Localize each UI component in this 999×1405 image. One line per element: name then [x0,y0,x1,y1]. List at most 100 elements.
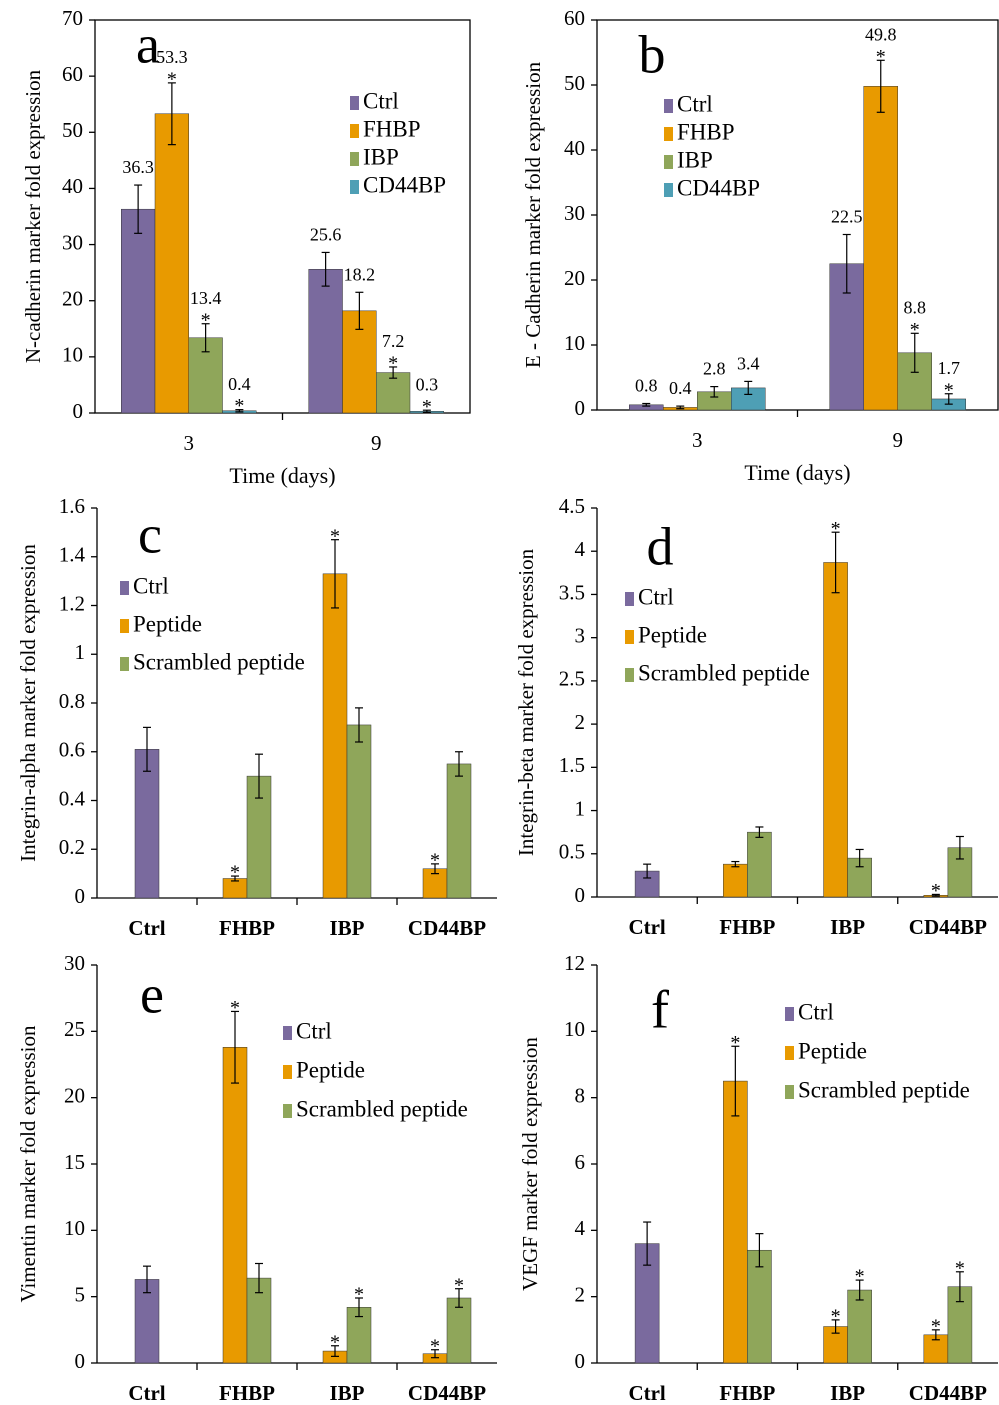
value-label: 1.7 [938,358,961,378]
significance-mark: * [330,525,340,547]
bar [154,113,189,414]
significance-mark: * [855,1266,865,1288]
legend-label: Peptide [296,1057,365,1082]
significance-mark: * [422,396,432,418]
y-tick-label: 30 [564,201,585,225]
y-tick-label: 5 [75,1282,86,1306]
x-tick-label: 3 [692,428,703,452]
bar [847,1289,872,1364]
y-tick-label: 2 [575,1282,586,1306]
significance-mark: * [430,1335,440,1357]
legend-label: CD44BP [677,175,760,200]
y-tick-label: 0.5 [559,840,585,864]
y-tick-label: 0 [575,1349,586,1373]
y-tick-label: 15 [64,1150,85,1174]
y-tick-label: 20 [62,287,83,311]
x-tick-label: IBP [830,915,865,939]
y-tick-label: 40 [564,136,585,160]
value-label: 7.2 [382,331,405,351]
y-tick-label: 3 [575,623,586,647]
y-tick-label: 0.6 [59,738,85,762]
legend-label: IBP [363,144,399,169]
x-tick-label: FHBP [719,915,775,939]
value-label: 36.3 [122,157,154,177]
significance-mark: * [354,1284,364,1306]
x-axis-label: Time (days) [744,460,850,485]
y-tick-label: 4 [575,537,586,561]
y-tick-label: 1 [75,640,86,664]
y-axis-label: E - Cadherin marker fold expression [521,61,545,368]
x-tick-label: IBP [329,1381,364,1405]
y-tick-label: 0 [73,399,84,423]
panel-label: b [639,24,666,84]
significance-mark: * [230,862,240,884]
significance-mark: * [234,395,244,417]
legend-label: Scrambled peptide [133,649,305,674]
legend-swatch [350,180,359,194]
y-tick-label: 1.6 [59,494,85,518]
x-tick-label: Ctrl [128,916,165,940]
value-label: 2.8 [703,359,726,379]
significance-mark: * [388,353,398,375]
panel-label: f [651,979,669,1039]
y-axis-label: N-cadherin marker fold expression [21,69,45,363]
legend-swatch [120,581,129,595]
y-tick-label: 0.4 [59,786,86,810]
bar [446,763,472,899]
y-axis-label: VEGF marker fold expression [518,1037,542,1291]
y-tick-label: 1.5 [559,753,585,777]
legend-swatch [120,619,129,633]
y-tick-label: 60 [62,62,83,86]
legend-label: Ctrl [638,584,674,609]
y-tick-label: 0 [575,396,586,420]
legend-label: Peptide [798,1038,867,1063]
bar [134,749,160,899]
x-tick-label: FHBP [719,1381,775,1405]
value-label: 3.4 [737,354,760,374]
y-tick-label: 30 [64,951,85,975]
bar [376,372,411,414]
legend-swatch [625,630,634,644]
bar [346,724,372,899]
value-label: 0.4 [669,378,692,398]
y-tick-label: 4.5 [559,494,585,518]
bar [134,1279,160,1364]
x-tick-label: Ctrl [628,915,665,939]
legend-label: Ctrl [798,999,834,1024]
value-label: 18.2 [344,264,376,284]
x-tick-label: FHBP [219,1381,275,1405]
y-tick-label: 50 [62,118,83,142]
y-tick-label: 1 [575,796,586,820]
bar [723,863,748,898]
panel-label: d [647,516,674,576]
y-tick-label: 0 [575,883,586,907]
y-tick-label: 60 [564,6,585,30]
bar [863,86,898,411]
bar [747,1249,772,1364]
x-tick-label: CD44BP [909,915,987,939]
y-tick-label: 6 [575,1150,586,1174]
y-tick-label: 0.8 [59,689,85,713]
bar [222,1047,248,1364]
y-tick-label: 2.5 [559,667,585,691]
legend-label: Ctrl [296,1018,332,1043]
x-tick-label: CD44BP [909,1381,987,1405]
bar [121,208,156,414]
value-label: 25.6 [310,225,342,245]
legend-label: Ctrl [363,88,399,113]
significance-mark: * [454,1274,464,1296]
legend-label: Scrambled peptide [798,1077,970,1102]
x-tick-label: CD44BP [408,1381,486,1405]
y-tick-label: 1.4 [59,543,86,567]
value-label: 53.3 [156,47,188,67]
significance-mark: * [167,68,177,90]
significance-mark: * [330,1331,340,1353]
significance-mark: * [201,309,211,331]
significance-mark: * [730,1032,740,1054]
legend-swatch [283,1065,292,1079]
y-tick-label: 1.2 [59,591,85,615]
legend-swatch [785,1007,794,1021]
legend-swatch [625,668,634,682]
significance-mark: * [955,1257,965,1279]
